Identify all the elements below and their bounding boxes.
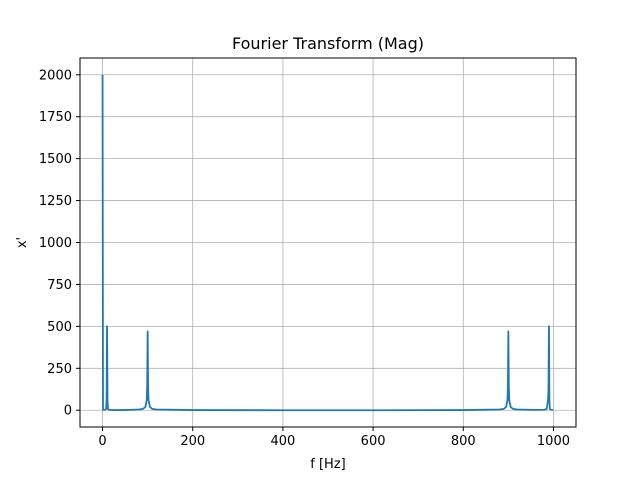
- y-tick-label: 1250: [39, 194, 72, 209]
- y-axis-label: x': [15, 237, 30, 248]
- x-tick-label: 1000: [537, 434, 570, 449]
- series-layer: [101, 74, 554, 412]
- grid: [80, 58, 576, 427]
- x-axis-label: f [Hz]: [310, 457, 345, 472]
- chart-title: Fourier Transform (Mag): [232, 34, 424, 53]
- ticks: 0 200 400 600 800 1000 0 250 500 750 1000 1250 1500 1…: [39, 68, 570, 449]
- y-tick-label: 2000: [39, 68, 72, 83]
- y-tick-label: 0: [64, 404, 72, 419]
- y-tick-label: 500: [47, 320, 72, 335]
- y-tick-label: 250: [47, 362, 72, 377]
- x-tick-label: 600: [361, 434, 386, 449]
- x-tick-label: 800: [451, 434, 476, 449]
- y-tick-label: 750: [47, 278, 72, 293]
- x-tick-label: 0: [98, 434, 106, 449]
- y-tick-label: 1500: [39, 152, 72, 167]
- y-tick-label: 1000: [39, 236, 72, 251]
- x-tick-label: 400: [270, 434, 295, 449]
- y-tick-label: 1750: [39, 110, 72, 125]
- series-line: [101, 74, 554, 412]
- x-tick-label: 200: [180, 434, 205, 449]
